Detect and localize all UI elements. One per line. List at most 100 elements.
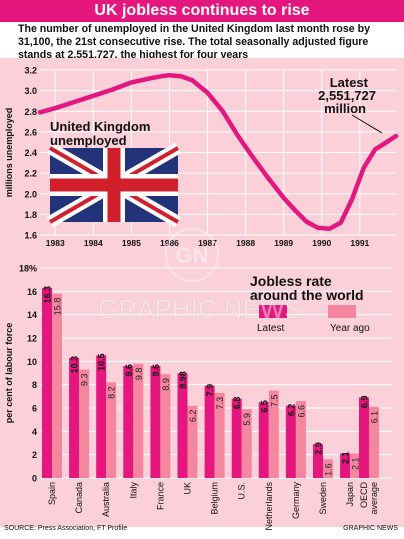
line-y-tick-label: 2.8: [24, 107, 37, 117]
bar-chart-title-line: around the world: [250, 287, 364, 303]
line-x-tick-label: 1987: [198, 238, 217, 248]
bar-value-label-year-ago: 6.1: [370, 411, 380, 424]
bar-category-label: Spain: [47, 482, 57, 505]
bar-latest: [177, 373, 188, 478]
bar-latest: [359, 397, 369, 478]
credit-note: GRAPHIC NEWS: [343, 525, 398, 532]
line-y-tick-label: 1.6: [24, 231, 37, 241]
bar-y-tick-label: 12: [27, 334, 37, 344]
bar-category-label: OECD: [359, 482, 369, 509]
bar-latest: [285, 405, 296, 478]
bar-latest: [258, 402, 269, 478]
bar-y-axis-label: per cent of labour force: [4, 323, 14, 424]
series-label: United Kingdom unemployed: [50, 119, 150, 148]
line-x-tick-label: 1989: [274, 238, 293, 248]
line-y-tick-label: 3.0: [24, 86, 37, 96]
line-x-tick-label: 1984: [84, 238, 103, 248]
bar-chart-title-line: Jobless rate: [250, 273, 332, 289]
bar-value-label-year-ago: 2.1: [351, 458, 361, 471]
line-y-tick-label: 2.0: [24, 189, 37, 199]
bar-latest: [123, 366, 134, 478]
line-y-tick-label: 1.8: [24, 210, 37, 220]
bar-value-label-year-ago: 9.8: [134, 368, 144, 381]
bar-value-label-year-ago: 7.3: [215, 397, 225, 410]
bar-category-label: Japan: [345, 482, 355, 507]
bar-latest: [96, 355, 107, 478]
bar-year-ago: [323, 459, 333, 478]
bar-y-tick-label: 14: [27, 310, 37, 320]
bar-category-label: Italy: [128, 482, 138, 499]
bar-y-tick-label: 10: [27, 357, 37, 367]
bar-category-label: UK: [183, 482, 193, 495]
line-x-tick-label: 1991: [350, 238, 369, 248]
intro-text: The number of unemployed in the United K…: [18, 23, 370, 61]
bar-value-label-year-ago: 7.5: [269, 395, 279, 408]
watermark-text: GRAPHIC NEWS: [98, 294, 302, 324]
line-y-tick-label: 2.6: [24, 127, 37, 137]
bar-value-label-year-ago: 6.2: [188, 410, 198, 423]
bar-latest: [204, 385, 215, 478]
legend-label-year-ago: Year ago: [330, 323, 370, 334]
source-note: SOURCE: Press Association, FT Profile: [4, 525, 128, 532]
bar-year-ago: [295, 401, 306, 478]
bar-y-tick-label: 2: [32, 450, 37, 460]
bar-value-label-latest: 6.5: [259, 400, 269, 413]
bar-year-ago: [133, 363, 144, 478]
bar-chart-title: Jobless rate around the world: [250, 273, 364, 303]
bar-category-label: Canada: [74, 482, 84, 514]
bar-y-tick-label: 6: [32, 404, 37, 414]
bar-latest: [42, 287, 52, 478]
bar-value-label-year-ago: 15.8: [53, 298, 63, 316]
bar-category-label: average: [369, 482, 379, 515]
line-y-axis-label: millions unemployed: [4, 108, 14, 198]
unemployment-line: [37, 72, 399, 232]
series-label-line: unemployed: [50, 133, 127, 148]
line-x-tick-label: 1983: [46, 238, 65, 248]
legend-swatch-latest: [259, 305, 287, 318]
bar-value-label-latest: 10.3: [70, 356, 80, 374]
union-jack-icon: [46, 142, 182, 228]
bar-value-label-latest: 9.6: [151, 364, 161, 377]
bar-value-label-latest: 2.1: [341, 452, 351, 465]
line-x-tick-label: 1985: [122, 238, 141, 248]
bar-y-tick-label: 16: [27, 287, 37, 297]
line-y-tick-label: 2.4: [24, 148, 37, 158]
bar-value-label-latest: 7.9: [205, 384, 215, 397]
bar-value-label-latest: 6.9: [360, 396, 370, 409]
bar-y-tick-label: 18%: [19, 264, 37, 274]
bar-category-label: Germany: [291, 482, 301, 520]
bar-value-label-latest: 6.2: [286, 404, 296, 417]
watermark-ring: [165, 228, 219, 282]
bar-chart-panel: [0, 259, 404, 527]
bar-category-label: U.S.: [237, 482, 247, 500]
bar-value-label-year-ago: 8.9: [161, 378, 171, 391]
bar-year-ago: [214, 392, 225, 478]
bar-value-label-latest: 6.8: [232, 397, 242, 410]
legend-swatch-year-ago: [328, 305, 356, 318]
bar-y-tick-label: 8: [32, 380, 37, 390]
bar-year-ago: [52, 293, 62, 478]
bar-year-ago: [241, 409, 252, 478]
bar-latest: [150, 366, 161, 478]
bar-value-label-latest: 8.98: [178, 371, 188, 389]
bar-year-ago: [369, 406, 379, 478]
bar-value-label-latest: 10.5: [97, 354, 107, 372]
bar-category-label: Sweden: [318, 482, 328, 515]
bar-category-label: France: [155, 482, 165, 510]
line-x-tick-label: 1988: [236, 238, 255, 248]
legend-label-latest: Latest: [257, 323, 284, 334]
bar-value-label-year-ago: 8.2: [107, 386, 117, 399]
bar-category-label: Australia: [101, 482, 111, 517]
bar-category-label: Belgium: [210, 482, 220, 515]
bar-y-tick-label: 4: [32, 427, 37, 437]
bar-latest: [69, 357, 80, 478]
latest-annotation-line: million: [324, 101, 366, 116]
bar-value-label-year-ago: 6.6: [296, 405, 306, 418]
bar-year-ago: [79, 369, 90, 478]
bar-year-ago: [350, 453, 361, 478]
graphic-news-watermark: GN GRAPHIC NEWS: [98, 228, 302, 324]
bar-value-label-latest: 9.6: [124, 364, 134, 377]
page-title: UK jobless continues to rise: [0, 0, 404, 22]
